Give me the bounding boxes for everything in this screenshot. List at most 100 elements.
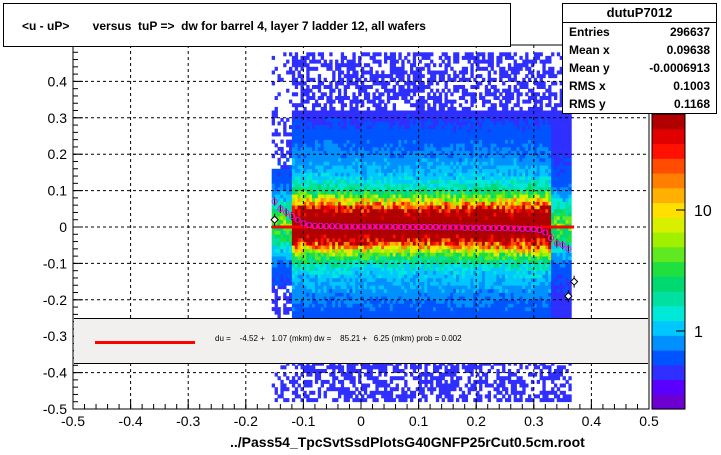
heatmap-cell	[412, 74, 417, 79]
heatmap-cell	[317, 245, 322, 250]
heatmap-cell	[303, 125, 307, 130]
heatmap-cell	[427, 85, 431, 89]
heatmap-cell	[346, 314, 350, 319]
heatmap-cell	[384, 190, 388, 195]
heatmap-cell	[438, 307, 443, 312]
heatmap-cell	[447, 63, 451, 68]
heatmap-cell	[412, 394, 417, 399]
heatmap-cell	[335, 314, 339, 319]
heatmap-cell	[433, 125, 437, 130]
heatmap-cell	[326, 285, 330, 290]
heatmap-cell	[421, 128, 425, 133]
heatmap-cell	[312, 307, 316, 312]
heatmap-cell	[366, 52, 371, 57]
heatmap-cell	[424, 128, 428, 133]
heatmap-cell	[294, 205, 299, 210]
heatmap-cell	[338, 369, 342, 373]
heatmap-cell	[375, 176, 379, 180]
heatmap-cell	[355, 245, 359, 250]
heatmap-cell	[332, 205, 336, 210]
heatmap-cell	[340, 369, 345, 373]
heatmap-cell	[274, 132, 278, 137]
heatmap-cell	[303, 92, 307, 97]
heatmap-cell	[421, 205, 425, 210]
heatmap-cell	[352, 190, 356, 195]
heatmap-cell	[277, 230, 281, 235]
heatmap-cell	[291, 288, 296, 293]
heatmap-cell	[372, 92, 376, 97]
heatmap-cell	[375, 256, 379, 261]
heatmap-cell	[372, 172, 376, 177]
heatmap-cell	[415, 194, 419, 199]
heatmap-cell	[329, 278, 333, 282]
heatmap-cell	[306, 66, 310, 71]
heatmap-cell	[363, 285, 368, 290]
heatmap-cell	[395, 394, 399, 399]
heatmap-cell	[389, 223, 394, 228]
heatmap-cell	[398, 208, 402, 213]
heatmap-cell	[415, 106, 419, 111]
heatmap-cell	[389, 190, 394, 195]
heatmap-cell	[421, 190, 425, 195]
heatmap-cell	[392, 245, 396, 250]
heatmap-cell	[335, 121, 339, 126]
heatmap-cell	[386, 114, 391, 119]
heatmap-cell	[363, 128, 368, 133]
heatmap-cell	[338, 394, 342, 399]
heatmap-cell	[381, 150, 385, 155]
heatmap-cell	[447, 248, 451, 253]
heatmap-cell	[395, 194, 399, 199]
heatmap-cell	[340, 278, 345, 282]
heatmap-cell	[355, 157, 359, 162]
heatmap-cell	[335, 245, 339, 250]
heatmap-cell	[447, 307, 451, 312]
heatmap-cell	[352, 299, 356, 304]
heatmap-cell	[294, 114, 299, 119]
heatmap-cell	[441, 114, 445, 119]
heatmap-cell	[369, 230, 373, 235]
heatmap-cell	[291, 303, 296, 308]
heatmap-cell	[300, 303, 304, 308]
heatmap-cell	[335, 230, 339, 235]
heatmap-cell	[294, 190, 299, 195]
heatmap-cell	[424, 85, 428, 89]
heatmap-cell	[372, 59, 376, 64]
heatmap-cell	[363, 150, 368, 155]
heatmap-cell	[398, 216, 402, 221]
heatmap-cell	[309, 285, 313, 290]
heatmap-cell	[338, 197, 342, 202]
heatmap-cell	[306, 74, 310, 79]
heatmap-cell	[435, 132, 440, 137]
heatmap-cell	[441, 74, 445, 79]
heatmap-cell	[332, 157, 336, 162]
heatmap-cell	[271, 230, 275, 235]
heatmap-cell	[375, 106, 379, 111]
heatmap-cell	[355, 125, 359, 130]
heatmap-cell	[352, 285, 356, 290]
heatmap-cell	[450, 165, 454, 170]
heatmap-cell	[430, 237, 434, 242]
heatmap-cell	[283, 172, 287, 177]
heatmap-cell	[286, 205, 290, 210]
heatmap-cell	[412, 201, 417, 206]
heatmap-cell	[271, 248, 275, 253]
heatmap-cell	[338, 252, 342, 257]
heatmap-cell	[375, 387, 379, 392]
heatmap-cell	[424, 201, 428, 206]
heatmap-cell	[346, 223, 350, 228]
heatmap-cell	[389, 201, 394, 206]
heatmap-cell	[433, 241, 437, 246]
heatmap-cell	[384, 172, 388, 177]
heatmap-cell	[424, 205, 428, 210]
heatmap-cell	[352, 128, 356, 133]
heatmap-cell	[401, 205, 405, 210]
heatmap-cell	[335, 110, 339, 115]
heatmap-cell	[404, 379, 408, 384]
heatmap-cell	[312, 230, 316, 235]
heatmap-cell	[361, 103, 365, 108]
heatmap-cell	[424, 125, 428, 130]
heatmap-cell	[294, 55, 299, 60]
heatmap-cell	[320, 274, 324, 279]
heatmap-cell	[340, 161, 345, 166]
heatmap-cell	[300, 285, 304, 290]
